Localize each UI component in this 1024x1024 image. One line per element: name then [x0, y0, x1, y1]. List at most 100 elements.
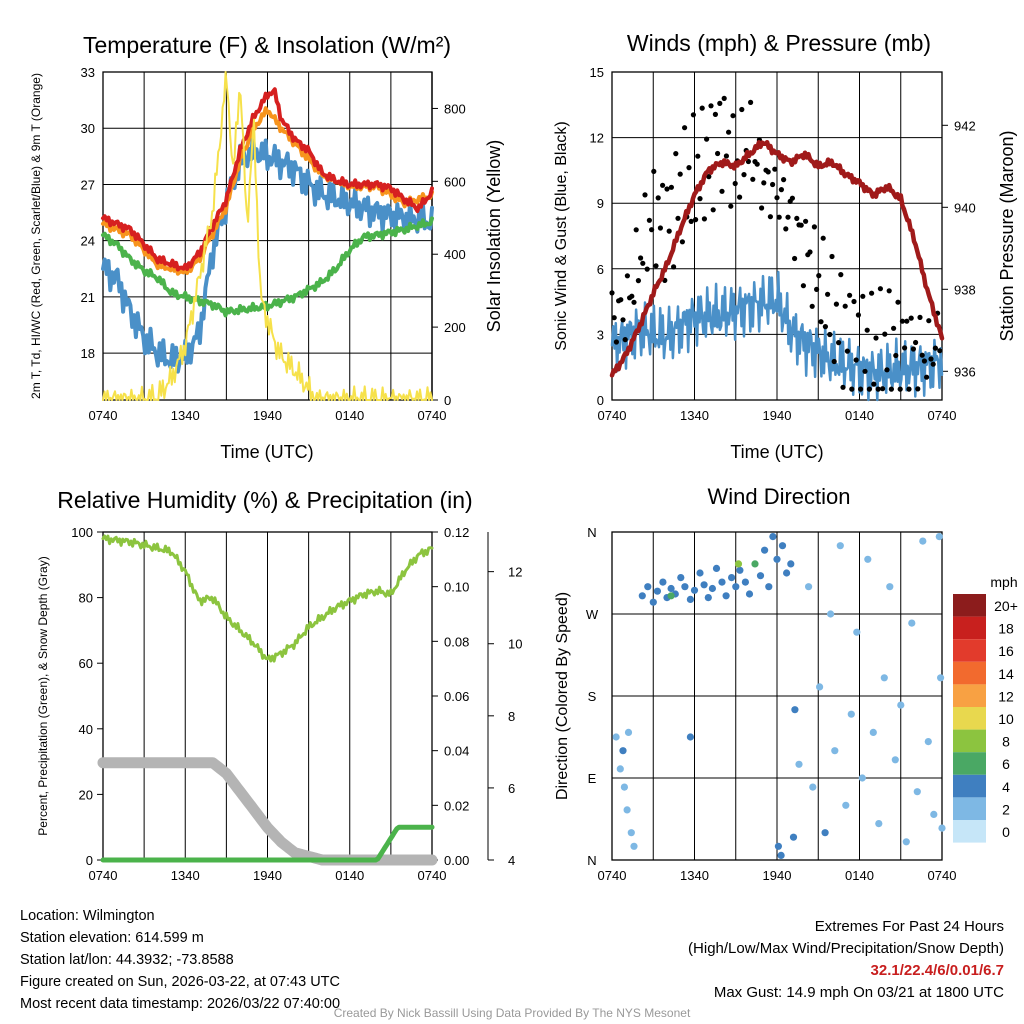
wind-dir-point	[869, 728, 877, 737]
colorbar-label-5: 10	[998, 711, 1014, 727]
snow-tick-label-0: 4	[508, 853, 515, 868]
gust-point	[849, 386, 855, 392]
dir-y-tick-label-1: W	[586, 607, 599, 622]
gust-point	[774, 195, 780, 201]
gust-point	[809, 303, 815, 309]
wind-dir-point	[937, 674, 945, 682]
wind-dir-point	[616, 765, 624, 773]
gust-point	[638, 255, 644, 261]
gust-point	[748, 99, 754, 105]
gust-point	[642, 192, 648, 198]
gust-point	[851, 298, 857, 305]
insolation-tick-label-0-4: 800	[444, 101, 466, 116]
gust-point	[902, 345, 908, 351]
wind-dir-point	[842, 801, 850, 809]
wind-dir-point	[700, 581, 708, 589]
wind-dir-point	[787, 560, 795, 568]
plot-frame-3	[611, 531, 943, 861]
colorbar-swatch	[953, 684, 986, 707]
wind-dir-point	[773, 555, 781, 563]
gust-point	[611, 315, 617, 321]
y-tick-label-0-1: 21	[81, 290, 95, 305]
wind-dir-point	[745, 590, 754, 598]
gust-point	[609, 290, 615, 296]
wind-dir-point	[789, 833, 798, 841]
wind-dir-point	[891, 756, 899, 764]
rh-chart-title: Relative Humidity (%) & Precipitation (i…	[57, 487, 472, 513]
wind-dir-point	[667, 592, 675, 600]
gust-point	[765, 169, 771, 175]
rh-y-tick-label-1: 20	[79, 787, 93, 802]
gust-point	[635, 278, 642, 284]
y-tick-label-0-0: 18	[81, 346, 95, 361]
gust-point	[699, 105, 705, 111]
precip-tick-label-2-1: 0.02	[444, 798, 469, 813]
wind-dir-point	[667, 584, 675, 593]
pressure-line	[609, 139, 945, 378]
gust-point	[739, 106, 745, 113]
wind-dir-point	[908, 619, 916, 627]
gust-point	[800, 283, 807, 289]
temp-chart-title: Temperature (F) & Insolation (W/m²)	[83, 32, 451, 58]
gust-point	[730, 113, 736, 119]
colorbar-label-4: 12	[998, 688, 1014, 704]
colorbar-label-0: 20+	[994, 598, 1018, 614]
gust-point	[853, 357, 859, 363]
gust-point	[693, 217, 699, 223]
gust-point	[844, 348, 851, 354]
wind-dir-point	[644, 583, 652, 591]
gust-point	[695, 153, 701, 159]
gust-point	[708, 103, 714, 109]
location-text: Location: Wilmington	[20, 908, 155, 924]
gust-point	[618, 297, 624, 303]
x-tick-label-3-4: 0740	[928, 868, 957, 883]
temp-2m-line	[101, 87, 434, 272]
pressure-tick-label-1-0: 936	[954, 364, 976, 379]
gust-point	[655, 195, 661, 201]
colorbar-label-7: 6	[1002, 756, 1010, 772]
gust-point	[651, 168, 657, 174]
gust-point	[818, 319, 824, 325]
pressure-tick-label-1-1: 938	[954, 282, 976, 297]
snow-tick-label-1: 6	[508, 781, 515, 796]
gust-point	[893, 352, 899, 359]
wind-dir-point	[858, 774, 866, 782]
gust-point	[631, 299, 637, 305]
winds-chart-title: Winds (mph) & Pressure (mb)	[627, 30, 931, 56]
gust-point	[737, 194, 743, 200]
wind-dir-point	[765, 583, 773, 591]
gust-point	[620, 317, 626, 323]
wind-dir-point	[718, 578, 726, 586]
gust-point	[644, 266, 650, 272]
gust-point	[750, 176, 756, 182]
x-tick-label-1-0: 0740	[598, 408, 627, 423]
x-tick-label-2-3: 0140	[335, 868, 364, 883]
gust-point	[937, 348, 943, 354]
colorbar-swatch	[953, 616, 986, 640]
gust-point	[842, 303, 848, 309]
gust-point	[721, 95, 727, 101]
gust-point	[794, 215, 800, 221]
rh-y-tick-label-2: 40	[79, 722, 93, 737]
wind-dir-point	[935, 533, 943, 541]
credit-text: Created By Nick Bassill Using Data Provi…	[333, 1006, 691, 1020]
gust-point	[675, 215, 681, 221]
insolation-tick-label-0-0: 0	[444, 393, 451, 408]
wind-dir-point	[653, 587, 662, 595]
gust-point	[715, 150, 721, 157]
colorbar-unit: mph	[990, 574, 1017, 590]
x-tick-label-2-2: 1940	[253, 868, 282, 883]
wind-dir-point	[827, 610, 835, 618]
gust-point	[836, 340, 842, 346]
wind-dir-point	[751, 560, 759, 568]
extremes-title: Extremes For Past 24 Hours	[814, 918, 1004, 935]
precip-tick-label-2-3: 0.06	[444, 689, 469, 704]
x-tick-label-2-1: 1340	[171, 868, 200, 883]
snow-tick-label-3: 10	[508, 637, 522, 652]
colorbar-label-2: 16	[998, 643, 1014, 659]
wind-dir-point	[732, 583, 740, 591]
sonic-wind-line	[610, 270, 944, 402]
gust-point	[781, 177, 787, 183]
elevation-text: Station elevation: 614.599 m	[20, 930, 204, 946]
y-tick-label-0-2: 24	[81, 234, 95, 249]
